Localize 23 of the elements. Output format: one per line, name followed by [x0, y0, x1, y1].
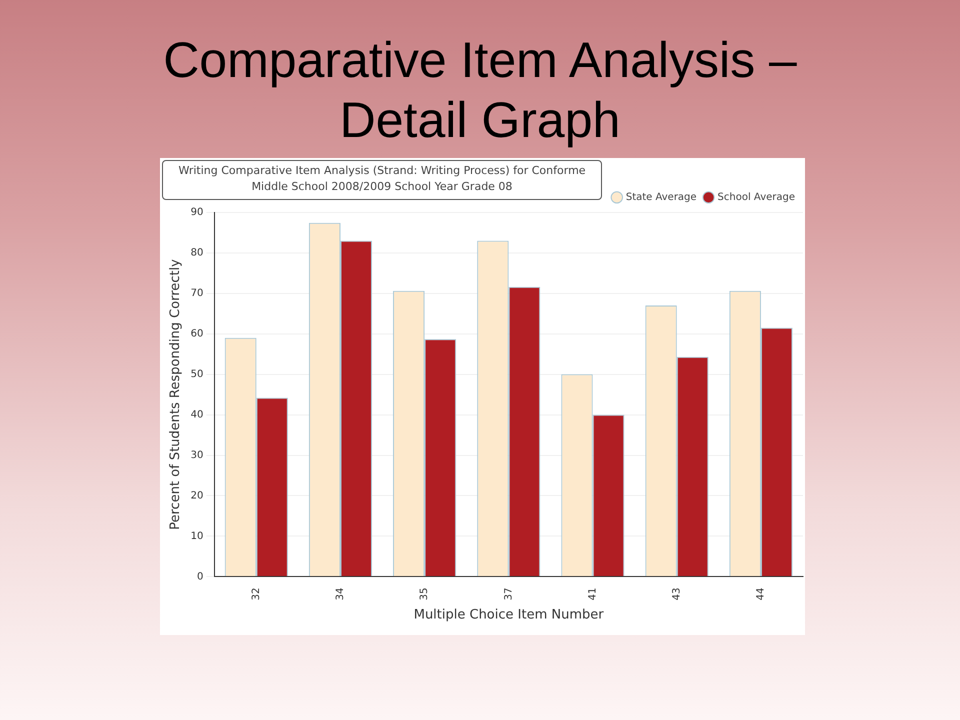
x-tick-label: 41	[587, 588, 598, 600]
y-tick-label: 20	[190, 490, 204, 502]
y-tick-label: 80	[190, 247, 204, 258]
y-tick-label: 10	[190, 530, 204, 542]
chart-subtitle: Writing Comparative Item Analysis (Strand: Writing Process) for Conforme Middle School 2008/2009 School Year Grade 08	[162, 160, 602, 200]
y-tick-label: 70	[190, 288, 204, 299]
y-tick-label: 60	[190, 328, 204, 340]
x-tick-label: 34	[335, 588, 346, 600]
x-tick-label: 35	[419, 588, 430, 600]
x-tick-label: 32	[250, 588, 262, 600]
y-tick-label: 50	[190, 368, 204, 380]
legend-label: State Average	[626, 192, 697, 203]
chart-title: Comparative Item Analysis – Detail Graph	[162, 31, 798, 150]
y-tick-label: 90	[190, 206, 204, 218]
x-tick-label: 37	[503, 588, 514, 600]
legend-label: School Average	[718, 192, 796, 203]
y-tick-label: 40	[190, 409, 204, 420]
y-tick-label: 30	[190, 450, 204, 461]
x-axis-title: Multiple Choice Item Number	[414, 608, 604, 623]
y-tick-label: 0	[196, 571, 204, 582]
x-tick-label: 43	[671, 588, 682, 600]
x-tick-label: 44	[756, 588, 767, 600]
y-axis-title: Percent of Students Responding Correctly	[168, 258, 184, 530]
